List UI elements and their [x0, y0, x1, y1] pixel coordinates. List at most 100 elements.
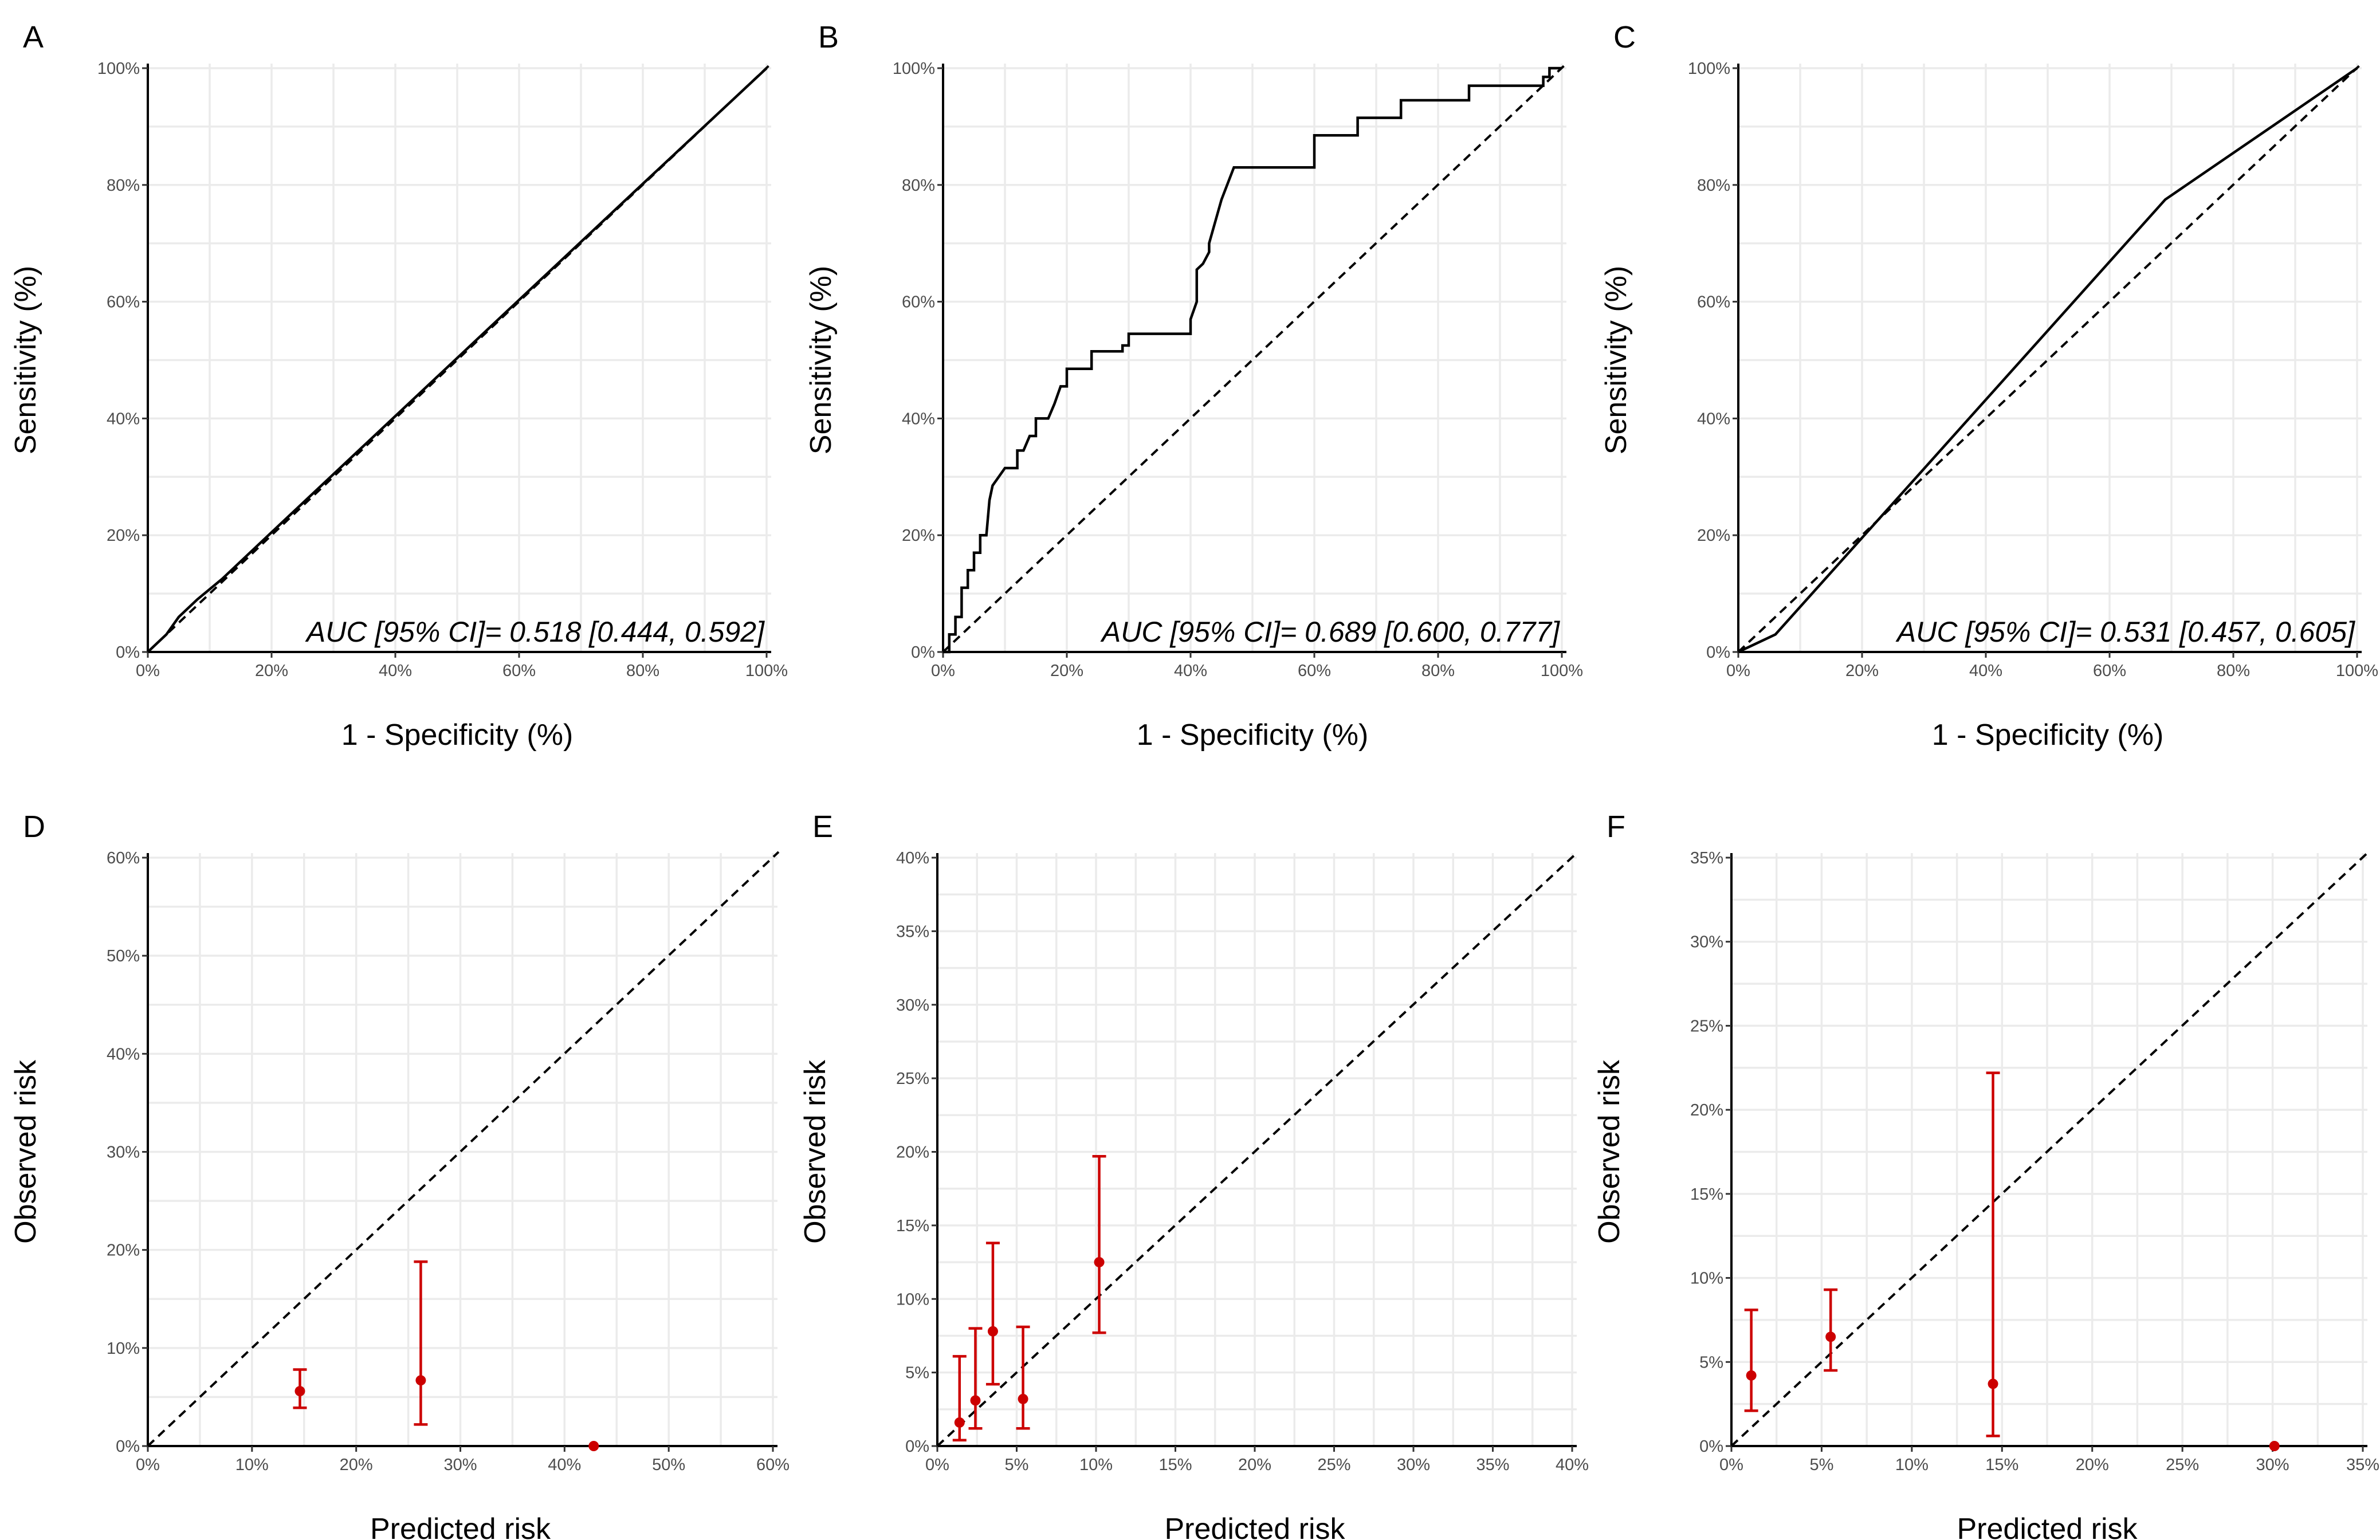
auc-annotation: AUC [95% CI]= 0.531 [0.457, 0.605] — [1895, 616, 2355, 648]
y-tick-label: 40% — [902, 410, 935, 428]
y-tick-label: 20% — [107, 527, 140, 545]
panel-letter: C — [1613, 20, 1636, 54]
x-tick-label: 25% — [1317, 1456, 1350, 1474]
y-tick-label: 0% — [116, 643, 140, 662]
roc-curve — [943, 66, 1562, 654]
y-axis-title: Observed risk — [799, 1059, 832, 1244]
data-point — [954, 1417, 965, 1428]
y-tick-label: 50% — [107, 947, 140, 965]
x-tick-label: 15% — [1158, 1456, 1192, 1474]
y-tick-label: 30% — [107, 1144, 140, 1162]
data-point — [1746, 1370, 1757, 1381]
x-tick-label: 10% — [235, 1456, 269, 1474]
y-tick-label: 35% — [1690, 849, 1723, 867]
x-tick-label: 60% — [502, 662, 536, 680]
panel-a: 0% 20% 40% 60% 80% 100% 0% 20% 40% 60% 80% 100% 1 - … — [9, 20, 788, 752]
x-tick-label: 5% — [1809, 1456, 1833, 1474]
y-tick-label: 0% — [1699, 1437, 1723, 1456]
y-tick-label: 15% — [1690, 1185, 1723, 1204]
y-tick-label: 10% — [1690, 1270, 1723, 1288]
x-tick-label: 20% — [1238, 1456, 1271, 1474]
y-tick-label: 100% — [97, 60, 140, 78]
x-tick-label: 20% — [255, 662, 288, 680]
panel-letter: A — [23, 20, 44, 54]
reference-diagonal-line — [936, 851, 1579, 1447]
x-tick-label: 20% — [1845, 662, 1879, 680]
y-tick-label: 0% — [1706, 643, 1730, 662]
roc-curve — [1738, 67, 2358, 654]
x-tick-label: 40% — [548, 1456, 581, 1474]
y-tick-label: 15% — [896, 1217, 929, 1235]
y-tick-label: 40% — [896, 849, 929, 867]
y-tick-label: 60% — [107, 849, 140, 867]
data-point — [294, 1386, 305, 1397]
y-tick-label: 20% — [902, 527, 935, 545]
x-tick-label: 100% — [2336, 662, 2378, 680]
data-point — [415, 1375, 426, 1386]
x-tick-label: 30% — [443, 1456, 477, 1474]
y-tick-label: 20% — [107, 1242, 140, 1260]
x-tick-label: 0% — [136, 662, 160, 680]
x-tick-label: 50% — [652, 1456, 685, 1474]
x-tick-label: 30% — [1397, 1456, 1430, 1474]
y-tick-label: 80% — [902, 176, 935, 195]
y-tick-label: 20% — [1697, 527, 1730, 545]
y-tick-label: 80% — [1697, 176, 1730, 195]
y-tick-label: 25% — [896, 1070, 929, 1088]
y-tick-label: 60% — [107, 293, 140, 312]
y-tick-label: 25% — [1690, 1017, 1723, 1035]
y-tick-label: 80% — [107, 176, 140, 195]
x-tick-label: 35% — [2346, 1456, 2379, 1474]
y-tick-label: 5% — [905, 1364, 929, 1382]
x-tick-label: 80% — [1421, 662, 1455, 680]
y-axis-title: Sensitivity (%) — [804, 266, 838, 454]
reference-diagonal-line — [147, 851, 780, 1447]
y-tick-label: 0% — [905, 1437, 929, 1456]
reference-diagonal-line — [1730, 851, 2370, 1447]
y-tick-label: 60% — [902, 293, 935, 312]
x-tick-label: 60% — [2093, 662, 2126, 680]
x-tick-label: 10% — [1079, 1456, 1113, 1474]
data-point — [2269, 1441, 2280, 1451]
x-tick-label: 20% — [340, 1456, 373, 1474]
x-tick-label: 40% — [1969, 662, 2002, 680]
x-tick-label: 20% — [1050, 662, 1083, 680]
reference-diagonal-line — [942, 61, 1569, 653]
x-tick-label: 40% — [1174, 662, 1207, 680]
x-tick-label: 10% — [1895, 1456, 1929, 1474]
roc-curve — [147, 67, 768, 653]
y-tick-label: 20% — [1690, 1101, 1723, 1119]
x-tick-label: 35% — [1476, 1456, 1509, 1474]
data-point — [970, 1395, 981, 1406]
x-tick-label: 60% — [1298, 662, 1331, 680]
y-tick-label: 5% — [1699, 1353, 1723, 1372]
x-tick-label: 0% — [931, 662, 955, 680]
x-axis-title: 1 - Specificity (%) — [1932, 718, 2164, 752]
auc-annotation: AUC [95% CI]= 0.689 [0.600, 0.777] — [1100, 616, 1560, 648]
x-tick-label: 20% — [2076, 1456, 2109, 1474]
y-axis-title: Observed risk — [1593, 1059, 1626, 1244]
x-axis-title: 1 - Specificity (%) — [1137, 718, 1369, 752]
x-tick-label: 0% — [136, 1456, 160, 1474]
y-tick-label: 40% — [107, 410, 140, 428]
panel-b: 0% 20% 40% 60% 80% 100% 0% 20% 40% 60% 80% 100% 1 - … — [804, 20, 1583, 752]
x-tick-label: 5% — [1005, 1456, 1029, 1474]
x-tick-label: 100% — [745, 662, 788, 680]
panel-letter: F — [1607, 810, 1625, 844]
x-tick-label: 0% — [1726, 662, 1750, 680]
x-tick-label: 25% — [2166, 1456, 2199, 1474]
y-tick-label: 0% — [116, 1437, 140, 1456]
y-tick-label: 40% — [1697, 410, 1730, 428]
x-axis-title: 1 - Specificity (%) — [341, 718, 574, 752]
x-axis-title: Predicted risk — [370, 1512, 551, 1540]
x-tick-label: 30% — [2256, 1456, 2289, 1474]
x-tick-label: 80% — [2217, 662, 2250, 680]
y-tick-label: 20% — [896, 1144, 929, 1162]
data-point — [1988, 1378, 1998, 1389]
y-axis-title: Sensitivity (%) — [1600, 266, 1633, 454]
panel-letter: D — [23, 810, 45, 844]
x-tick-label: 80% — [626, 662, 659, 680]
data-point — [1825, 1331, 1836, 1342]
data-point — [987, 1326, 998, 1337]
